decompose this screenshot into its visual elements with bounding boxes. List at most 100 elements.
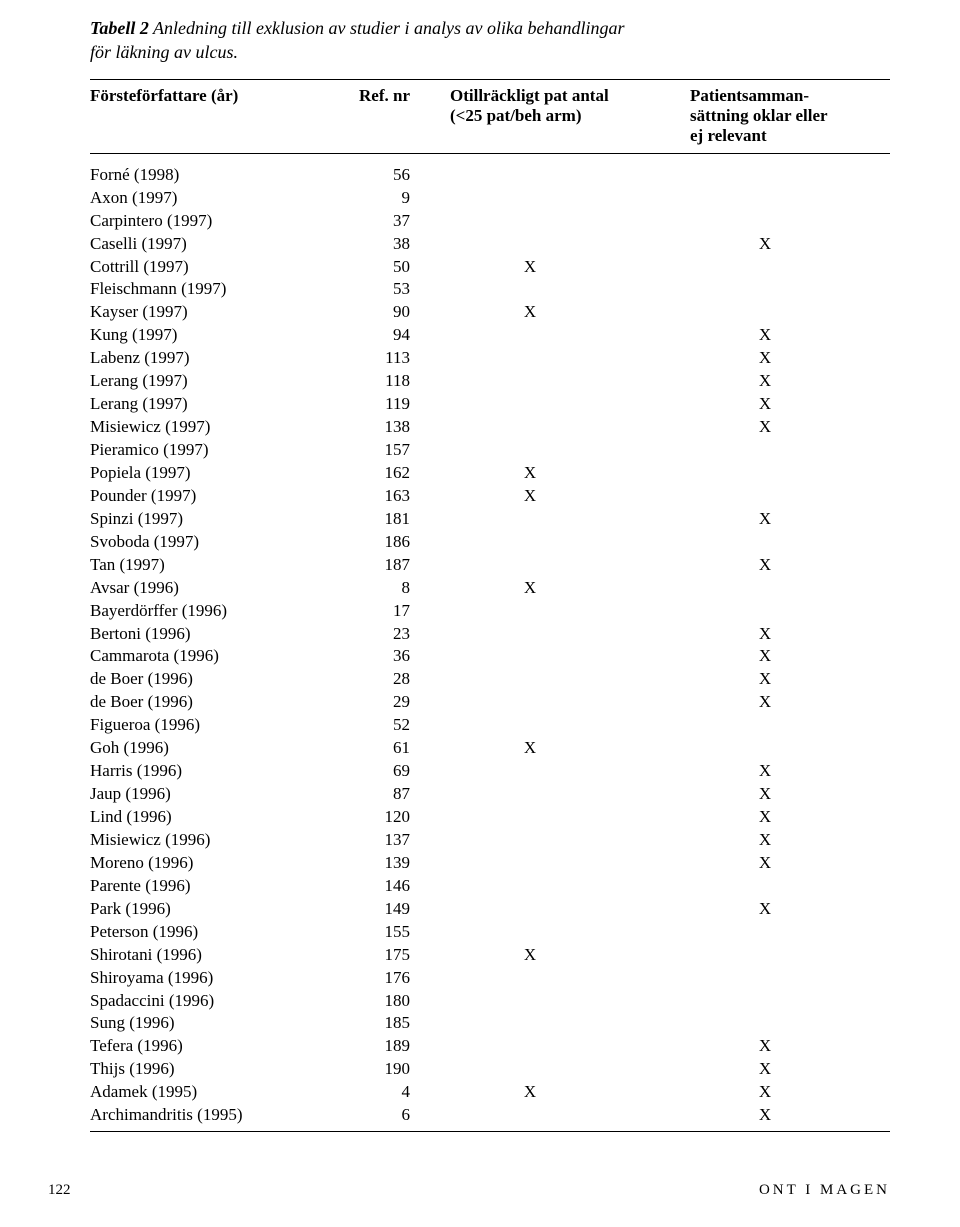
cell-col-b	[640, 714, 890, 737]
cell-refnr: 23	[330, 623, 420, 646]
page: Tabell 2 Anledning till exklusion av stu…	[0, 0, 960, 1227]
cell-refnr: 52	[330, 714, 420, 737]
cell-author: Moreno (1996)	[90, 852, 330, 875]
cell-col-a	[420, 1104, 640, 1127]
cell-col-a	[420, 875, 640, 898]
cell-refnr: 162	[330, 462, 420, 485]
cell-refnr: 50	[330, 256, 420, 279]
cell-refnr: 9	[330, 187, 420, 210]
cell-col-a	[420, 347, 640, 370]
cell-refnr: 4	[330, 1081, 420, 1104]
cell-col-b	[640, 921, 890, 944]
cell-col-a	[420, 393, 640, 416]
table-row: Adamek (1995)4XX	[90, 1081, 890, 1104]
cell-col-b	[640, 485, 890, 508]
cell-col-a	[420, 508, 640, 531]
table-row: Pieramico (1997)157	[90, 439, 890, 462]
cell-refnr: 137	[330, 829, 420, 852]
cell-col-a	[420, 210, 640, 233]
cell-col-b	[640, 531, 890, 554]
cell-refnr: 8	[330, 577, 420, 600]
cell-author: Shirotani (1996)	[90, 944, 330, 967]
cell-col-b: X	[640, 1081, 890, 1104]
cell-author: Adamek (1995)	[90, 1081, 330, 1104]
cell-author: Lerang (1997)	[90, 370, 330, 393]
table-row: Spinzi (1997)181X	[90, 508, 890, 531]
cell-author: Bayerdörffer (1996)	[90, 600, 330, 623]
cell-refnr: 69	[330, 760, 420, 783]
cell-col-a: X	[420, 944, 640, 967]
cell-author: Popiela (1997)	[90, 462, 330, 485]
cell-refnr: 53	[330, 278, 420, 301]
cell-col-a	[420, 921, 640, 944]
cell-col-b: X	[640, 852, 890, 875]
table-row: Park (1996)149X	[90, 898, 890, 921]
table-row: Pounder (1997)163X	[90, 485, 890, 508]
table-row: Goh (1996)61X	[90, 737, 890, 760]
cell-author: de Boer (1996)	[90, 691, 330, 714]
cell-col-a	[420, 370, 640, 393]
cell-refnr: 180	[330, 990, 420, 1013]
table-row: Figueroa (1996)52	[90, 714, 890, 737]
footer-source: ONT I MAGEN	[759, 1182, 890, 1199]
cell-author: Spinzi (1997)	[90, 508, 330, 531]
page-footer: 122 ONT I MAGEN	[48, 1182, 890, 1199]
cell-refnr: 38	[330, 233, 420, 256]
cell-refnr: 189	[330, 1035, 420, 1058]
cell-author: Kung (1997)	[90, 324, 330, 347]
cell-col-b	[640, 944, 890, 967]
cell-col-a	[420, 439, 640, 462]
table-row: Jaup (1996)87X	[90, 783, 890, 806]
cell-refnr: 113	[330, 347, 420, 370]
cell-refnr: 187	[330, 554, 420, 577]
cell-author: Misiewicz (1997)	[90, 416, 330, 439]
table-row: Peterson (1996)155	[90, 921, 890, 944]
table-row: Cammarota (1996)36X	[90, 645, 890, 668]
table-row: Archimandritis (1995)6X	[90, 1104, 890, 1127]
cell-col-b: X	[640, 783, 890, 806]
cell-col-a: X	[420, 737, 640, 760]
cell-col-b	[640, 278, 890, 301]
cell-col-a: X	[420, 577, 640, 600]
cell-col-b	[640, 875, 890, 898]
cell-col-a	[420, 233, 640, 256]
cell-col-b: X	[640, 1035, 890, 1058]
cell-author: Lerang (1997)	[90, 393, 330, 416]
table-row: Forné (1998)56	[90, 164, 890, 187]
cell-refnr: 186	[330, 531, 420, 554]
table-row: Svoboda (1997)186	[90, 531, 890, 554]
header-col-a-l1: Otillräckligt pat antal	[450, 86, 609, 105]
cell-author: Carpintero (1997)	[90, 210, 330, 233]
cell-col-a	[420, 416, 640, 439]
cell-col-a	[420, 600, 640, 623]
cell-refnr: 6	[330, 1104, 420, 1127]
cell-author: Sung (1996)	[90, 1012, 330, 1035]
caption-text-1: Anledning till exklusion av studier i an…	[149, 18, 625, 38]
table-row: Lerang (1997)118X	[90, 370, 890, 393]
cell-col-a: X	[420, 462, 640, 485]
cell-refnr: 185	[330, 1012, 420, 1035]
cell-author: Figueroa (1996)	[90, 714, 330, 737]
cell-col-a	[420, 187, 640, 210]
cell-col-b: X	[640, 393, 890, 416]
table-row: Kung (1997)94X	[90, 324, 890, 347]
cell-col-a	[420, 623, 640, 646]
table-header-row: Försteförfattare (år) Ref. nr Otillräckl…	[90, 79, 890, 154]
cell-refnr: 175	[330, 944, 420, 967]
cell-col-b	[640, 164, 890, 187]
cell-refnr: 56	[330, 164, 420, 187]
cell-col-a	[420, 324, 640, 347]
cell-col-b	[640, 187, 890, 210]
cell-refnr: 138	[330, 416, 420, 439]
page-number: 122	[48, 1182, 71, 1199]
cell-author: Harris (1996)	[90, 760, 330, 783]
cell-col-b: X	[640, 645, 890, 668]
cell-author: Labenz (1997)	[90, 347, 330, 370]
cell-col-b	[640, 737, 890, 760]
cell-col-b	[640, 990, 890, 1013]
table-row: Parente (1996)146	[90, 875, 890, 898]
cell-author: Axon (1997)	[90, 187, 330, 210]
cell-col-a	[420, 1058, 640, 1081]
cell-refnr: 37	[330, 210, 420, 233]
cell-author: Peterson (1996)	[90, 921, 330, 944]
